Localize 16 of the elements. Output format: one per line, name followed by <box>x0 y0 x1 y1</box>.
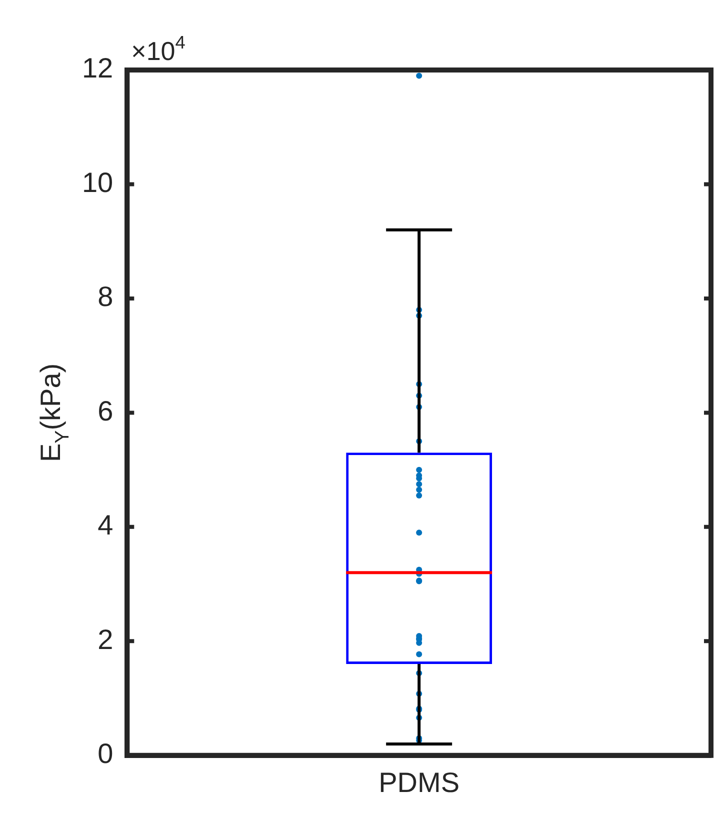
point <box>416 486 422 493</box>
y-tick-label: 6 <box>98 395 114 426</box>
point <box>416 651 422 658</box>
point <box>416 466 422 473</box>
point <box>416 72 422 79</box>
y-tick-label: 2 <box>98 624 114 655</box>
y-tick-label: 0 <box>98 738 114 770</box>
point <box>416 530 422 536</box>
point <box>416 481 422 488</box>
x-tick-label: PDMS <box>378 766 460 798</box>
y-axis-title: EY(kPa) <box>35 363 74 462</box>
point <box>416 492 422 499</box>
y-tick-label: 8 <box>98 281 114 312</box>
y-tick-label: 10 <box>82 166 114 198</box>
y-tick-label: 4 <box>98 510 114 541</box>
y-tick-label: 12 <box>82 52 114 84</box>
